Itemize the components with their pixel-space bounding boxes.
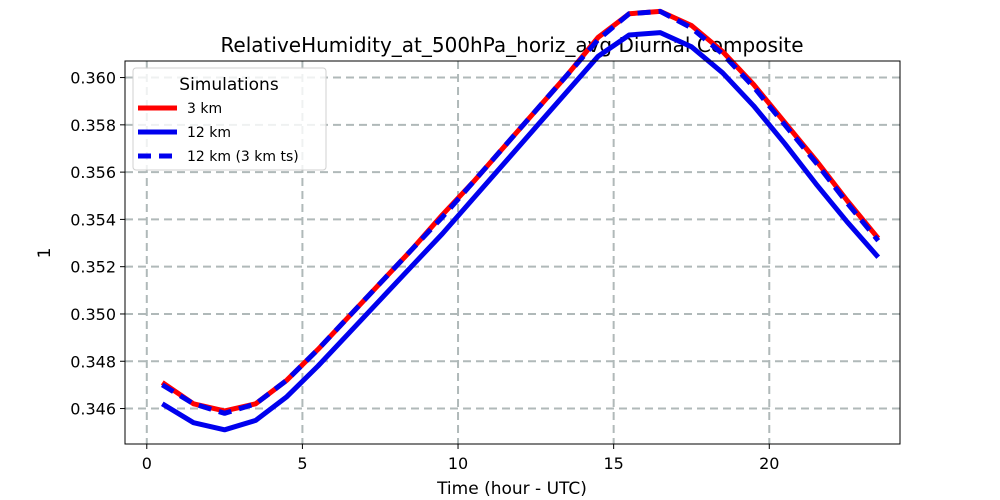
x-tick-label: 5 <box>297 454 307 473</box>
x-tick-label: 0 <box>142 454 152 473</box>
x-tick-label: 15 <box>603 454 623 473</box>
axis-ticks: 0 5 10 15 20 0.346 0.348 0.350 0.352 0.354 0.356 0.… <box>70 69 779 473</box>
legend-label-12km: 12 km <box>187 125 231 141</box>
y-tick-label: 0.350 <box>70 305 116 324</box>
legend-title: Simulations <box>179 75 279 95</box>
x-tick-label: 10 <box>448 454 468 473</box>
legend: Simulations 3 km 12 km 12 km (3 km ts) <box>132 67 327 171</box>
legend-label-3km: 3 km <box>187 101 222 117</box>
x-tick-label: 20 <box>759 454 779 473</box>
y-tick-label: 0.352 <box>70 258 116 277</box>
series-lines <box>160 8 881 433</box>
series-line-12km <box>161 30 881 433</box>
legend-box <box>132 67 327 171</box>
y-tick-label: 0.360 <box>70 69 116 88</box>
plot-frame <box>124 60 901 445</box>
y-tick-label: 0.356 <box>70 163 116 182</box>
legend-label-12km-3km-ts: 12 km (3 km ts) <box>187 149 299 165</box>
y-axis-label: 1 <box>35 248 55 259</box>
y-tick-label: 0.348 <box>70 352 116 371</box>
y-tick-label: 0.354 <box>70 210 116 229</box>
series-line-12km-3km-ts <box>161 8 881 416</box>
x-axis-label: Time (hour - UTC) <box>436 479 587 499</box>
y-tick-label: 0.358 <box>70 116 116 135</box>
y-tick-label: 0.346 <box>70 400 116 419</box>
